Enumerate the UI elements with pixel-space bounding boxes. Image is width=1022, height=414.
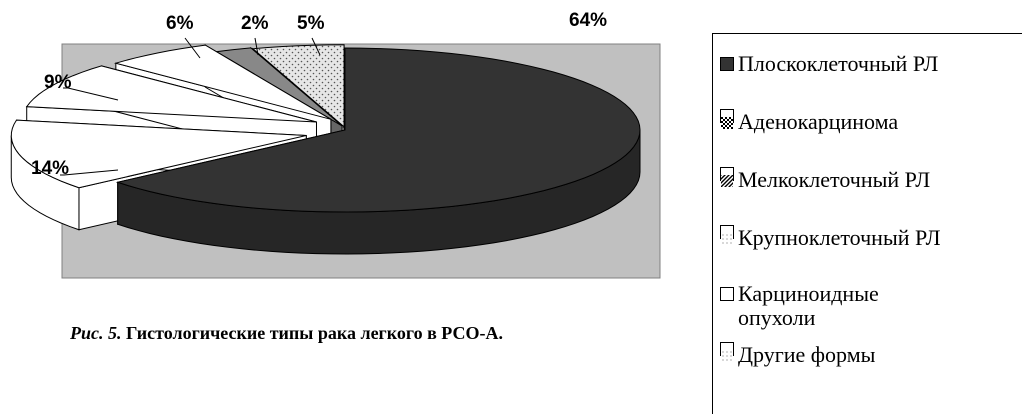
- slice-2-top: [25, 65, 317, 123]
- legend-label-line2: опухоли: [738, 305, 816, 330]
- legend-label: Карциноидные: [738, 281, 879, 306]
- legend-label: Другие формы: [738, 342, 876, 367]
- swatch-dots-icon: [720, 225, 734, 245]
- swatch-empty-icon: [720, 287, 734, 301]
- legend-item-small-cell: Мелкоклеточный РЛ: [713, 167, 1022, 192]
- leader-line-1: [60, 169, 119, 176]
- legend-item-squamous: Плоскоклеточный РЛ: [713, 52, 1022, 76]
- leader-line-5: [311, 37, 321, 56]
- legend-label: Мелкоклеточный РЛ: [738, 167, 931, 192]
- caption-text: Гистологические типы рака легкого в РСО-…: [126, 323, 504, 343]
- legend-item-carcinoid: Карциноидные опухоли: [713, 282, 1022, 330]
- pie-chart: 64% 14% 9% 6% 2% 5%: [10, 10, 661, 279]
- legend-label: Крупноклеточный РЛ: [738, 225, 941, 250]
- data-label-5: 5%: [297, 13, 325, 34]
- data-label-3: 6%: [166, 13, 194, 34]
- data-label-4: 2%: [241, 13, 269, 34]
- slice-1-top: [10, 119, 307, 189]
- legend-item-other: Другие формы: [713, 342, 1022, 367]
- swatch-checker-icon: [720, 109, 734, 129]
- legend: Плоскоклеточный РЛ Аденокарцинома Мелкок…: [712, 33, 1022, 414]
- swatch-diagonal-icon: [720, 167, 734, 187]
- legend-label: Аденокарцинома: [738, 109, 899, 134]
- figure-number: Рис. 5.: [70, 323, 122, 343]
- data-label-1: 14%: [31, 158, 69, 179]
- legend-item-large-cell: Крупноклеточный РЛ: [713, 225, 1022, 250]
- leader-line-4: [254, 37, 259, 56]
- pie-slices: [10, 44, 641, 255]
- data-label-2: 9%: [44, 72, 72, 93]
- swatch-dots-icon: [720, 342, 734, 362]
- leader-line-2: [63, 87, 119, 101]
- data-label-0: 64%: [569, 10, 607, 31]
- legend-item-adenocarcinoma: Аденокарцинома: [713, 109, 1022, 134]
- legend-label: Плоскоклеточный РЛ: [738, 51, 939, 76]
- slice-5-top: [251, 44, 345, 128]
- figure-caption: Рис. 5. Гистологические типы рака легког…: [70, 323, 690, 344]
- leader-line-3: [184, 37, 201, 59]
- swatch-solid-icon: [720, 57, 734, 71]
- data-labels: 64% 14% 9% 6% 2% 5%: [31, 10, 607, 179]
- slice-3-top: [113, 44, 332, 120]
- slice-0-top: [115, 47, 641, 213]
